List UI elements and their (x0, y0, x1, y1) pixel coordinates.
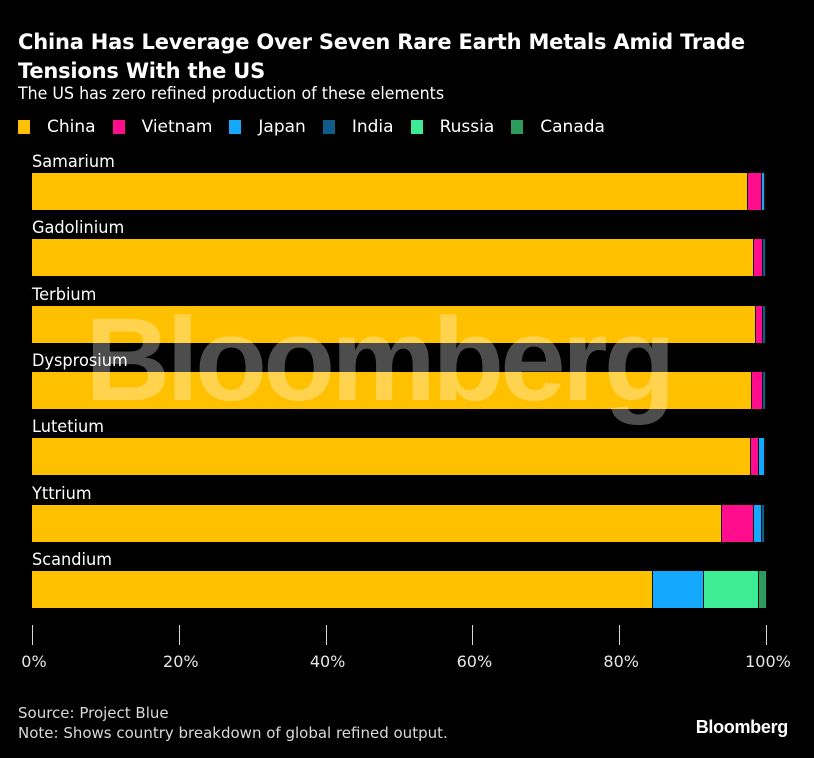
x-tick-60 (472, 625, 474, 645)
bar-segment-dysprosium-china (32, 371, 753, 409)
bar-segment-gadolinium-china (32, 239, 755, 277)
legend-swatch-canada (511, 120, 524, 134)
bar-segment-scandium-canada (758, 570, 768, 608)
bar-segment-samarium-india (764, 173, 767, 210)
bar-segment-gadolinium-india (763, 239, 766, 277)
legend-item-china: China (18, 117, 96, 137)
legend-item-vietnam: Vietnam (112, 117, 213, 137)
bar-segment-yttrium-china (32, 504, 722, 542)
x-tick-100 (766, 625, 767, 645)
bar-segment-yttrium-japan (753, 504, 763, 542)
bar-segment-scandium-russia (704, 570, 759, 608)
legend-label-japan: Japan (258, 117, 306, 137)
legend-swatch-russia (410, 120, 423, 134)
footer: Source: Project Blue Note: Shows country… (18, 703, 448, 743)
category-label-dysprosium: Dysprosium (32, 350, 128, 371)
category-label-lutetium: Lutetium (32, 417, 105, 438)
legend-label-india: India (351, 117, 394, 137)
x-tick-0 (32, 625, 33, 645)
chart-subtitle: The US has zero refined production of th… (18, 84, 445, 104)
legend-label-vietnam: Vietnam (141, 117, 213, 137)
bar-segment-scandium-japan (652, 570, 705, 608)
x-tick-label-80: 80% (603, 652, 639, 671)
x-tick-40 (325, 625, 327, 645)
bar-segment-samarium-vietnam (747, 173, 763, 210)
x-tick-20 (178, 625, 180, 645)
bar-segment-gadolinium-vietnam (754, 239, 764, 277)
bar-segment-samarium-china (32, 173, 748, 210)
legend-item-russia: Russia (410, 117, 495, 137)
legend: China Vietnam Japan India Russia Canada (18, 117, 622, 137)
category-label-terbium: Terbium (32, 284, 97, 305)
x-tick-label-60: 60% (456, 652, 493, 671)
bar-segment-lutetium-china (32, 438, 752, 476)
legend-label-china: China (47, 117, 96, 137)
bar-segment-yttrium-india (762, 504, 766, 542)
legend-swatch-japan (229, 120, 242, 134)
x-tick-label-20: 20% (163, 652, 199, 671)
category-label-scandium: Scandium (32, 549, 112, 570)
bar-segment-lutetium-vietnam (751, 438, 759, 476)
category-label-yttrium: Yttrium (32, 483, 92, 504)
legend-item-canada: Canada (511, 117, 605, 137)
bar-segment-dysprosium-vietnam (752, 371, 764, 409)
bar-segment-samarium-japan (762, 173, 765, 210)
legend-label-canada: Canada (540, 117, 605, 137)
bar-segment-yttrium-vietnam (721, 504, 754, 542)
bar-segment-terbium-india (763, 305, 766, 343)
bar-segment-terbium-vietnam (755, 305, 764, 343)
x-tick-label-100: 100% (745, 652, 791, 671)
chart-title: China Has Leverage Over Seven Rare Earth… (18, 30, 745, 83)
bar-segment-lutetium-japan (758, 438, 765, 476)
bar-segment-dysprosium-india (763, 371, 766, 409)
footnote: Note: Shows country breakdown of global … (18, 724, 448, 742)
category-label-samarium: Samarium (32, 152, 115, 172)
legend-item-japan: Japan (229, 117, 306, 137)
legend-label-russia: Russia (439, 117, 495, 137)
category-label-gadolinium: Gadolinium (32, 218, 125, 239)
bloomberg-logo: Bloomberg (695, 717, 789, 737)
bar-segment-terbium-china (32, 305, 756, 343)
source-note: Source: Project Blue (18, 704, 169, 722)
legend-swatch-vietnam (112, 120, 125, 134)
bar-segment-lutetium-india (764, 438, 767, 476)
legend-item-india: India (322, 117, 394, 137)
x-tick-80 (619, 625, 621, 645)
bar-segment-scandium-china (32, 570, 653, 608)
x-tick-label-40: 40% (309, 652, 346, 671)
legend-swatch-china (18, 120, 30, 134)
x-tick-label-0: 0% (21, 652, 47, 671)
legend-swatch-india (322, 120, 335, 134)
